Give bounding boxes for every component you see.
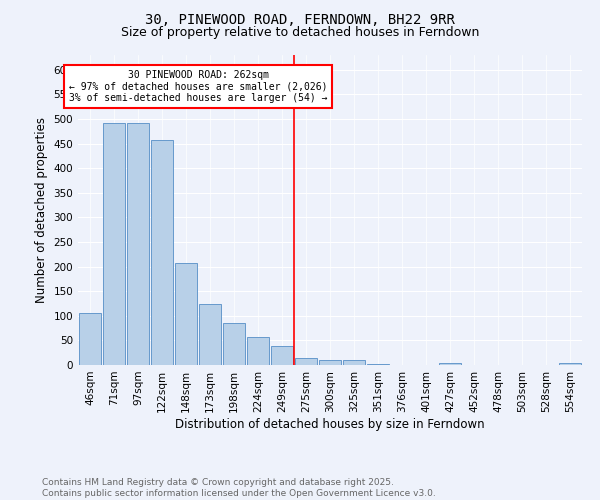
Bar <box>199 304 221 365</box>
Bar <box>127 123 149 365</box>
Text: Size of property relative to detached houses in Ferndown: Size of property relative to detached ho… <box>121 26 479 39</box>
Bar <box>79 313 101 365</box>
Bar <box>175 262 197 365</box>
Bar <box>367 364 389 365</box>
Text: Contains HM Land Registry data © Crown copyright and database right 2025.
Contai: Contains HM Land Registry data © Crown c… <box>42 478 436 498</box>
Bar <box>223 322 245 365</box>
Bar <box>151 140 173 365</box>
Bar <box>319 360 341 365</box>
Bar <box>439 362 461 365</box>
Text: 30 PINEWOOD ROAD: 262sqm
← 97% of detached houses are smaller (2,026)
3% of semi: 30 PINEWOOD ROAD: 262sqm ← 97% of detach… <box>69 70 327 103</box>
Text: 30, PINEWOOD ROAD, FERNDOWN, BH22 9RR: 30, PINEWOOD ROAD, FERNDOWN, BH22 9RR <box>145 12 455 26</box>
Bar <box>271 346 293 365</box>
Bar <box>343 360 365 365</box>
X-axis label: Distribution of detached houses by size in Ferndown: Distribution of detached houses by size … <box>175 418 485 430</box>
Bar <box>295 358 317 365</box>
Bar <box>103 123 125 365</box>
Bar <box>559 362 581 365</box>
Bar <box>247 337 269 365</box>
Y-axis label: Number of detached properties: Number of detached properties <box>35 117 48 303</box>
